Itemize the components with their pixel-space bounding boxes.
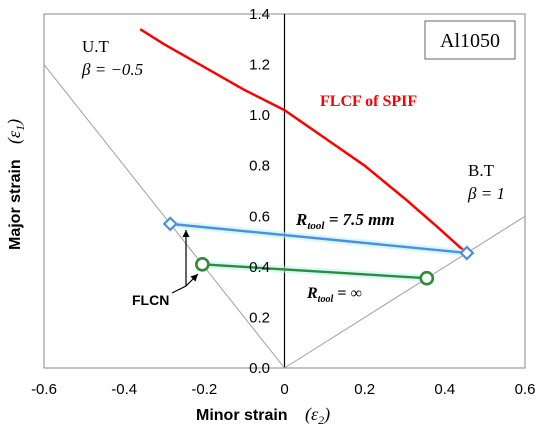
bt-beta-label: β = 1 xyxy=(467,184,505,203)
y-tick-label-6: 1.2 xyxy=(249,57,270,74)
rtool-75-label: Rtool = 7.5 mm xyxy=(295,210,395,232)
series-group xyxy=(162,216,475,286)
x-axis-title: Minor strain (ε2) xyxy=(196,404,330,427)
reference-lines xyxy=(43,64,526,369)
bt-label: B.T xyxy=(468,161,495,180)
reference-line-1 xyxy=(284,215,526,369)
x-tick-label-2: -0.2 xyxy=(191,381,217,398)
legend-box-label: Al1050 xyxy=(440,30,500,52)
flcf-curve xyxy=(139,28,466,253)
y-tick-label-4: 0.8 xyxy=(249,158,270,175)
y-axis-title: Major strain (ε1) xyxy=(4,119,27,250)
series-0-point-0 xyxy=(162,216,178,232)
svg-text:(ε1): (ε1) xyxy=(4,119,27,144)
svg-text:Minor strain: Minor strain xyxy=(196,407,288,424)
y-tick-label-1: 0.2 xyxy=(249,309,270,326)
flcf-line xyxy=(139,28,466,253)
series-0-point-1 xyxy=(459,245,475,261)
series-line-1 xyxy=(202,263,427,280)
svg-text:(ε2): (ε2) xyxy=(305,404,330,427)
x-tick-label-4: 0.2 xyxy=(354,381,375,398)
x-tick-label-1: -0.4 xyxy=(111,381,137,398)
series-line-0 xyxy=(170,222,467,255)
x-tick-label-5: 0.4 xyxy=(434,381,455,398)
y-tick-label-3: 0.6 xyxy=(249,208,270,225)
x-tick-label-3: 0 xyxy=(280,381,288,398)
y-tick-labels: 0.0 0.2 0.4 0.6 0.8 1.0 1.2 1.4 xyxy=(249,6,270,377)
ut-label: U.T xyxy=(82,37,110,56)
flcn-arrow-branch xyxy=(185,273,199,287)
y-tick-label-5: 1.0 xyxy=(249,107,270,124)
x-tick-label-0: -0.6 xyxy=(31,381,57,398)
series-1-point-1 xyxy=(419,270,435,286)
ut-beta-label: β = −0.5 xyxy=(81,60,143,79)
x-tick-labels: -0.6 -0.4 -0.2 0 0.2 0.4 0.6 xyxy=(31,381,535,398)
series-1-point-0 xyxy=(195,257,210,272)
svg-text:Major strain: Major strain xyxy=(7,159,24,250)
reference-line-0 xyxy=(43,64,285,369)
rtool-inf-label: Rtool = ∞ xyxy=(306,285,362,305)
y-tick-label-2: 0.4 xyxy=(249,259,270,276)
legend-box xyxy=(424,20,516,60)
y-tick-label-0: 0.0 xyxy=(249,360,270,377)
x-tick-label-6: 0.6 xyxy=(515,381,536,398)
flcf-label: FLCF of SPIF xyxy=(320,93,417,110)
flcn-label: FLCN xyxy=(132,292,169,308)
y-tick-label-7: 1.4 xyxy=(249,6,270,23)
